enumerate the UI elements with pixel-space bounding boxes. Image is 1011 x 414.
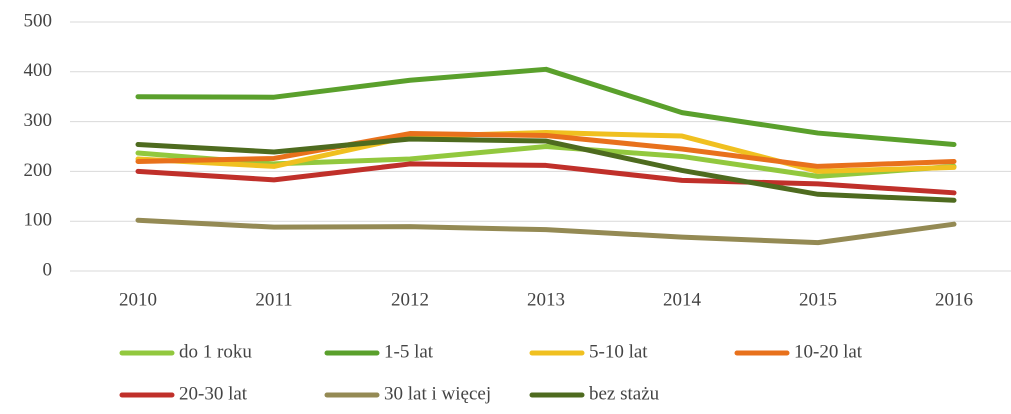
line-series [135,217,957,246]
x-tick-label: 2016 [935,289,973,310]
legend-label: 10-20 lat [794,341,863,362]
y-tick-label: 400 [24,60,53,81]
legend-label: 1-5 lat [384,341,434,362]
x-tick-label: 2012 [391,289,429,310]
x-tick-label: 2014 [663,289,702,310]
line-series [135,66,957,148]
y-tick-label: 500 [24,10,53,31]
line-series [135,161,957,196]
y-tick-label: 0 [43,259,53,280]
line-series [135,131,957,169]
x-tick-label: 2015 [799,289,837,310]
legend-label: bez stażu [589,383,660,404]
line-series [135,136,957,203]
y-tick-label: 300 [24,110,53,131]
legend-label: 30 lat i więcej [384,383,491,404]
x-tick-label: 2011 [255,289,292,310]
y-tick-label: 200 [24,160,53,181]
legend-label: 20-30 lat [179,383,248,404]
x-tick-label: 2010 [119,289,157,310]
line-series [135,130,957,174]
legend-label: 5-10 lat [589,341,648,362]
legend-label: do 1 roku [179,341,252,362]
x-tick-label: 2013 [527,289,565,310]
y-tick-label: 100 [24,210,53,231]
